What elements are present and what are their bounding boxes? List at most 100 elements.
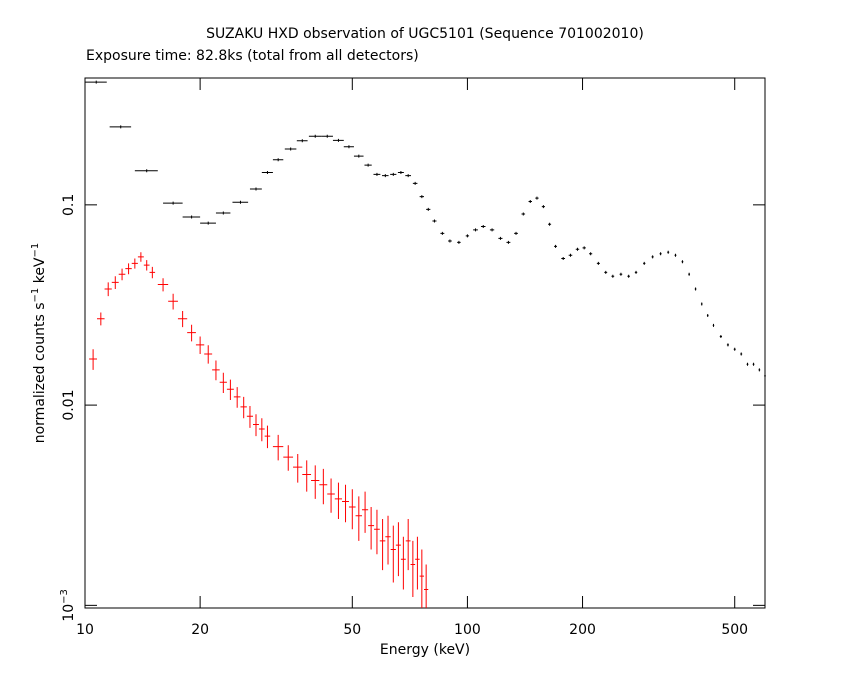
data-point	[353, 154, 364, 158]
data-point	[410, 540, 416, 598]
data-point	[168, 293, 178, 310]
data-point	[137, 252, 144, 262]
x-tick-label: 100	[454, 622, 481, 638]
data-point	[694, 287, 697, 291]
data-point	[382, 174, 389, 178]
data-point	[397, 171, 404, 175]
data-point	[253, 414, 259, 437]
data-point	[195, 336, 205, 354]
data-point	[582, 246, 586, 250]
data-point	[514, 231, 518, 235]
data-point	[348, 489, 356, 530]
data-point	[681, 260, 684, 264]
data-point	[118, 268, 126, 281]
data-point	[334, 482, 343, 519]
data-point	[700, 302, 703, 306]
data-point	[568, 253, 573, 257]
x-tick-label: 500	[721, 622, 748, 638]
data-point	[187, 324, 196, 342]
data-point	[726, 343, 729, 347]
data-point	[215, 211, 231, 215]
data-point	[125, 263, 132, 275]
data-point	[293, 453, 303, 483]
data-point	[419, 549, 425, 608]
data-point	[249, 187, 262, 191]
data-point	[535, 196, 539, 200]
data-point	[134, 169, 158, 173]
data-point	[246, 405, 254, 428]
data-point	[674, 253, 677, 257]
data-point	[561, 256, 566, 260]
data-point	[272, 434, 284, 461]
data-point	[712, 323, 715, 327]
data-point	[589, 252, 593, 256]
data-point	[659, 252, 662, 256]
data-point	[283, 445, 294, 471]
data-point	[212, 360, 220, 381]
data-point	[643, 261, 646, 265]
data-point	[426, 207, 431, 211]
data-point	[489, 228, 495, 232]
data-point	[233, 387, 241, 408]
data-point	[149, 266, 156, 279]
data-point	[332, 138, 344, 142]
data-point	[528, 199, 532, 203]
x-tick-label: 20	[191, 622, 209, 638]
data-point	[390, 172, 397, 176]
data-point	[390, 525, 396, 583]
data-point	[554, 244, 558, 248]
data-point	[302, 460, 312, 492]
data-point	[219, 372, 227, 393]
y-tick-label: 0.1	[61, 194, 77, 216]
data-point	[343, 145, 354, 149]
data-point	[706, 314, 709, 318]
data-point	[465, 234, 470, 238]
data-point	[758, 368, 761, 372]
data-point	[226, 379, 234, 401]
data-point	[373, 172, 381, 176]
data-point	[258, 418, 265, 442]
data-point	[424, 564, 429, 608]
data-point	[200, 221, 216, 225]
data-point	[232, 200, 249, 204]
data-point	[764, 374, 766, 378]
x-tick-label: 200	[569, 622, 596, 638]
data-point	[619, 272, 623, 276]
data-point	[240, 396, 247, 419]
data-point	[627, 274, 630, 278]
data-point	[204, 345, 213, 364]
plot-frame	[84, 77, 766, 609]
data-point	[284, 147, 297, 151]
data-point	[448, 239, 452, 243]
data-point	[368, 506, 375, 550]
data-point	[733, 347, 736, 351]
data-point	[182, 215, 201, 219]
data-point	[97, 312, 105, 326]
data-point	[261, 171, 273, 175]
y-tick-label: 0.01	[61, 390, 77, 421]
data-point	[111, 276, 119, 289]
data-point	[272, 158, 284, 162]
data-point	[457, 240, 461, 244]
data-point	[405, 518, 411, 571]
data-point	[296, 139, 308, 143]
x-axis-label: Energy (keV)	[380, 642, 470, 658]
data-point	[400, 536, 406, 590]
data-point	[651, 255, 654, 259]
data-point	[480, 224, 486, 228]
data-point	[361, 491, 369, 533]
data-point	[419, 195, 425, 199]
data-point	[667, 250, 670, 254]
data-point	[521, 212, 526, 216]
data-point	[85, 80, 107, 84]
data-point	[385, 515, 391, 565]
chart-title: SUZAKU HXD observation of UGC5101 (Seque…	[206, 26, 644, 42]
chart-subtitle: Exposure time: 82.8ks (total from all de…	[86, 48, 419, 64]
data-point	[688, 272, 691, 276]
data-point	[719, 335, 722, 339]
data-point	[319, 468, 328, 505]
data-point	[415, 536, 420, 590]
data-point	[506, 240, 511, 244]
data-point	[104, 282, 112, 297]
